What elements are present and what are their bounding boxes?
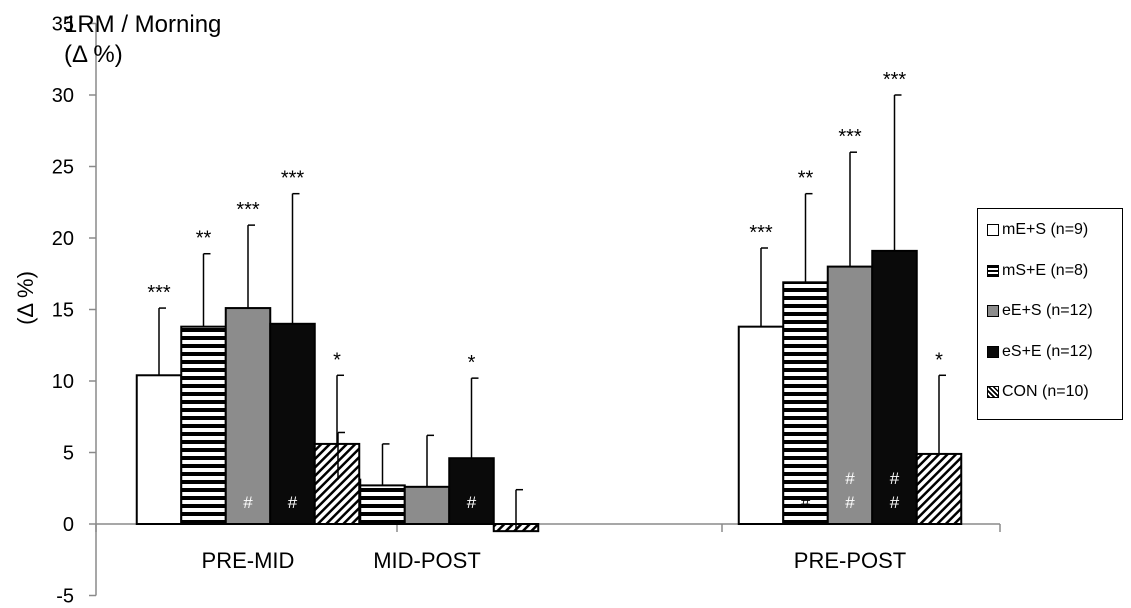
significance-label: *** xyxy=(838,126,862,148)
y-tick-label: 20 xyxy=(52,228,74,250)
legend-item: eS+E (n=12) xyxy=(987,341,1093,363)
legend-label: mE+S (n=9) xyxy=(1002,221,1089,238)
legend-label: eE+S (n=12) xyxy=(1002,302,1093,319)
bar xyxy=(448,457,495,525)
y-tick-label: 5 xyxy=(63,443,74,465)
legend-swatch xyxy=(987,224,999,236)
y-tick-label: 15 xyxy=(52,300,74,322)
hash-label: # xyxy=(890,493,900,512)
y-tick-label: 30 xyxy=(52,85,74,107)
y-tick-label: -5 xyxy=(56,586,74,608)
x-category-label: PRE-POST xyxy=(794,548,906,573)
bar xyxy=(403,485,451,526)
hash-label: # xyxy=(845,469,855,488)
significance-label: * xyxy=(333,349,341,371)
significance-label: * xyxy=(935,349,943,371)
legend-item: mE+S (n=9) xyxy=(987,219,1088,241)
x-category-label: MID-POST xyxy=(373,548,481,573)
legend-item: eE+S (n=12) xyxy=(987,300,1093,322)
bar xyxy=(180,325,227,525)
legend-swatch xyxy=(987,305,999,317)
legend-label: mS+E (n=8) xyxy=(1002,261,1089,279)
chart-title-line-1: 1RM / Morning xyxy=(64,11,222,38)
significance-label: * xyxy=(468,352,476,374)
hash-label: # xyxy=(845,493,855,512)
significance-label: *** xyxy=(236,199,260,221)
y-axis-label: (Δ %) xyxy=(13,271,38,325)
legend-item: mS+E (n=8) xyxy=(987,260,1088,282)
hash-label: # xyxy=(890,469,900,488)
bar xyxy=(224,307,272,525)
legend: mE+S (n=9) mS+E (n=8) eE+S (n=12) eS+E (n=1… xyxy=(977,208,1123,420)
legend-label: eS+E (n=12) xyxy=(1002,342,1093,360)
hash-label: # xyxy=(801,493,811,512)
y-tick-label: 0 xyxy=(63,514,74,536)
chart-title-line-2: (Δ %) xyxy=(64,41,123,68)
bar xyxy=(871,249,918,525)
y-tick-label: 10 xyxy=(52,371,74,393)
hash-label: # xyxy=(288,493,298,512)
bar xyxy=(135,374,183,525)
y-tick-label: 25 xyxy=(52,157,74,179)
significance-label: *** xyxy=(281,168,305,190)
bar xyxy=(737,325,785,525)
legend-item: CON (n=10) xyxy=(987,381,1089,403)
significance-label: ** xyxy=(798,168,814,190)
significance-label: *** xyxy=(147,282,171,304)
legend-swatch xyxy=(987,345,999,358)
bar xyxy=(269,322,316,525)
error-bars-group xyxy=(158,94,946,532)
bar xyxy=(313,442,361,526)
chart-title: 1RM / Morning (Δ %) xyxy=(64,10,221,70)
significance-label: *** xyxy=(883,69,907,91)
legend-label: CON (n=10) xyxy=(1002,383,1089,400)
significance-label: *** xyxy=(749,222,773,244)
bar xyxy=(359,484,406,526)
x-category-label: PRE-MID xyxy=(202,548,295,573)
legend-swatch xyxy=(987,264,999,277)
hash-label: # xyxy=(467,493,477,512)
y-tick-label: 35 xyxy=(52,14,74,36)
labels-group: **********#***#***##***#*#***##* * xyxy=(147,69,943,512)
bars-group xyxy=(135,249,963,533)
legend-swatch xyxy=(987,386,999,398)
significance-label: ** xyxy=(196,228,212,250)
hash-label: # xyxy=(243,493,253,512)
bar xyxy=(782,281,829,525)
bar xyxy=(915,452,963,525)
